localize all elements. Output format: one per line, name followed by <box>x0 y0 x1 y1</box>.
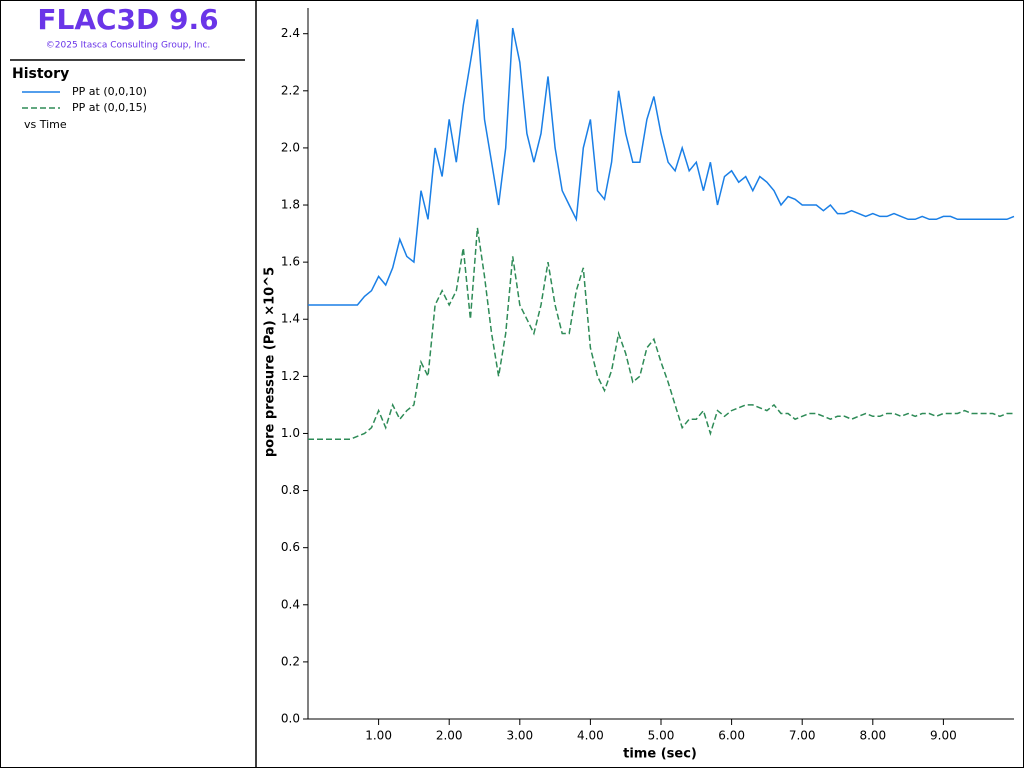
legend-label: PP at (0,0,15) <box>72 101 147 114</box>
y-tick-label: 0.2 <box>281 654 300 668</box>
y-tick-label: 0.0 <box>281 712 300 726</box>
x-tick-label: 1.00 <box>365 729 392 743</box>
y-tick-label: 1.6 <box>281 255 300 269</box>
y-tick-label: 0.6 <box>281 540 300 554</box>
y-tick-label: 0.4 <box>281 597 300 611</box>
x-tick-label: 3.00 <box>506 729 533 743</box>
y-axis-label: pore pressure (Pa) ×10^5 <box>263 267 278 457</box>
y-tick-label: 1.4 <box>281 312 300 326</box>
copyright: ©2025 Itasca Consulting Group, Inc. <box>46 41 210 51</box>
y-tick-label: 0.8 <box>281 483 300 497</box>
y-tick-label: 2.4 <box>281 26 300 40</box>
x-tick-label: 9.00 <box>930 729 957 743</box>
y-tick-label: 2.0 <box>281 140 300 154</box>
x-tick-label: 4.00 <box>577 729 604 743</box>
y-tick-label: 1.2 <box>281 369 300 383</box>
x-tick-label: 8.00 <box>859 729 886 743</box>
series-line <box>308 227 1014 440</box>
x-tick-label: 2.00 <box>436 729 463 743</box>
panel-title: History <box>12 66 69 82</box>
x-tick-label: 7.00 <box>789 729 816 743</box>
y-tick-label: 1.0 <box>281 426 300 440</box>
legend-label: PP at (0,0,10) <box>72 85 147 98</box>
series-line <box>308 19 1015 306</box>
y-tick-label: 2.2 <box>281 83 300 97</box>
app-title: FLAC3D 9.6 <box>37 3 218 36</box>
legend-suffix: vs Time <box>24 118 67 131</box>
y-tick-label: 1.8 <box>281 198 300 212</box>
x-axis-label: time (sec) <box>623 747 697 762</box>
x-tick-label: 5.00 <box>648 729 675 743</box>
x-tick-label: 6.00 <box>718 729 745 743</box>
